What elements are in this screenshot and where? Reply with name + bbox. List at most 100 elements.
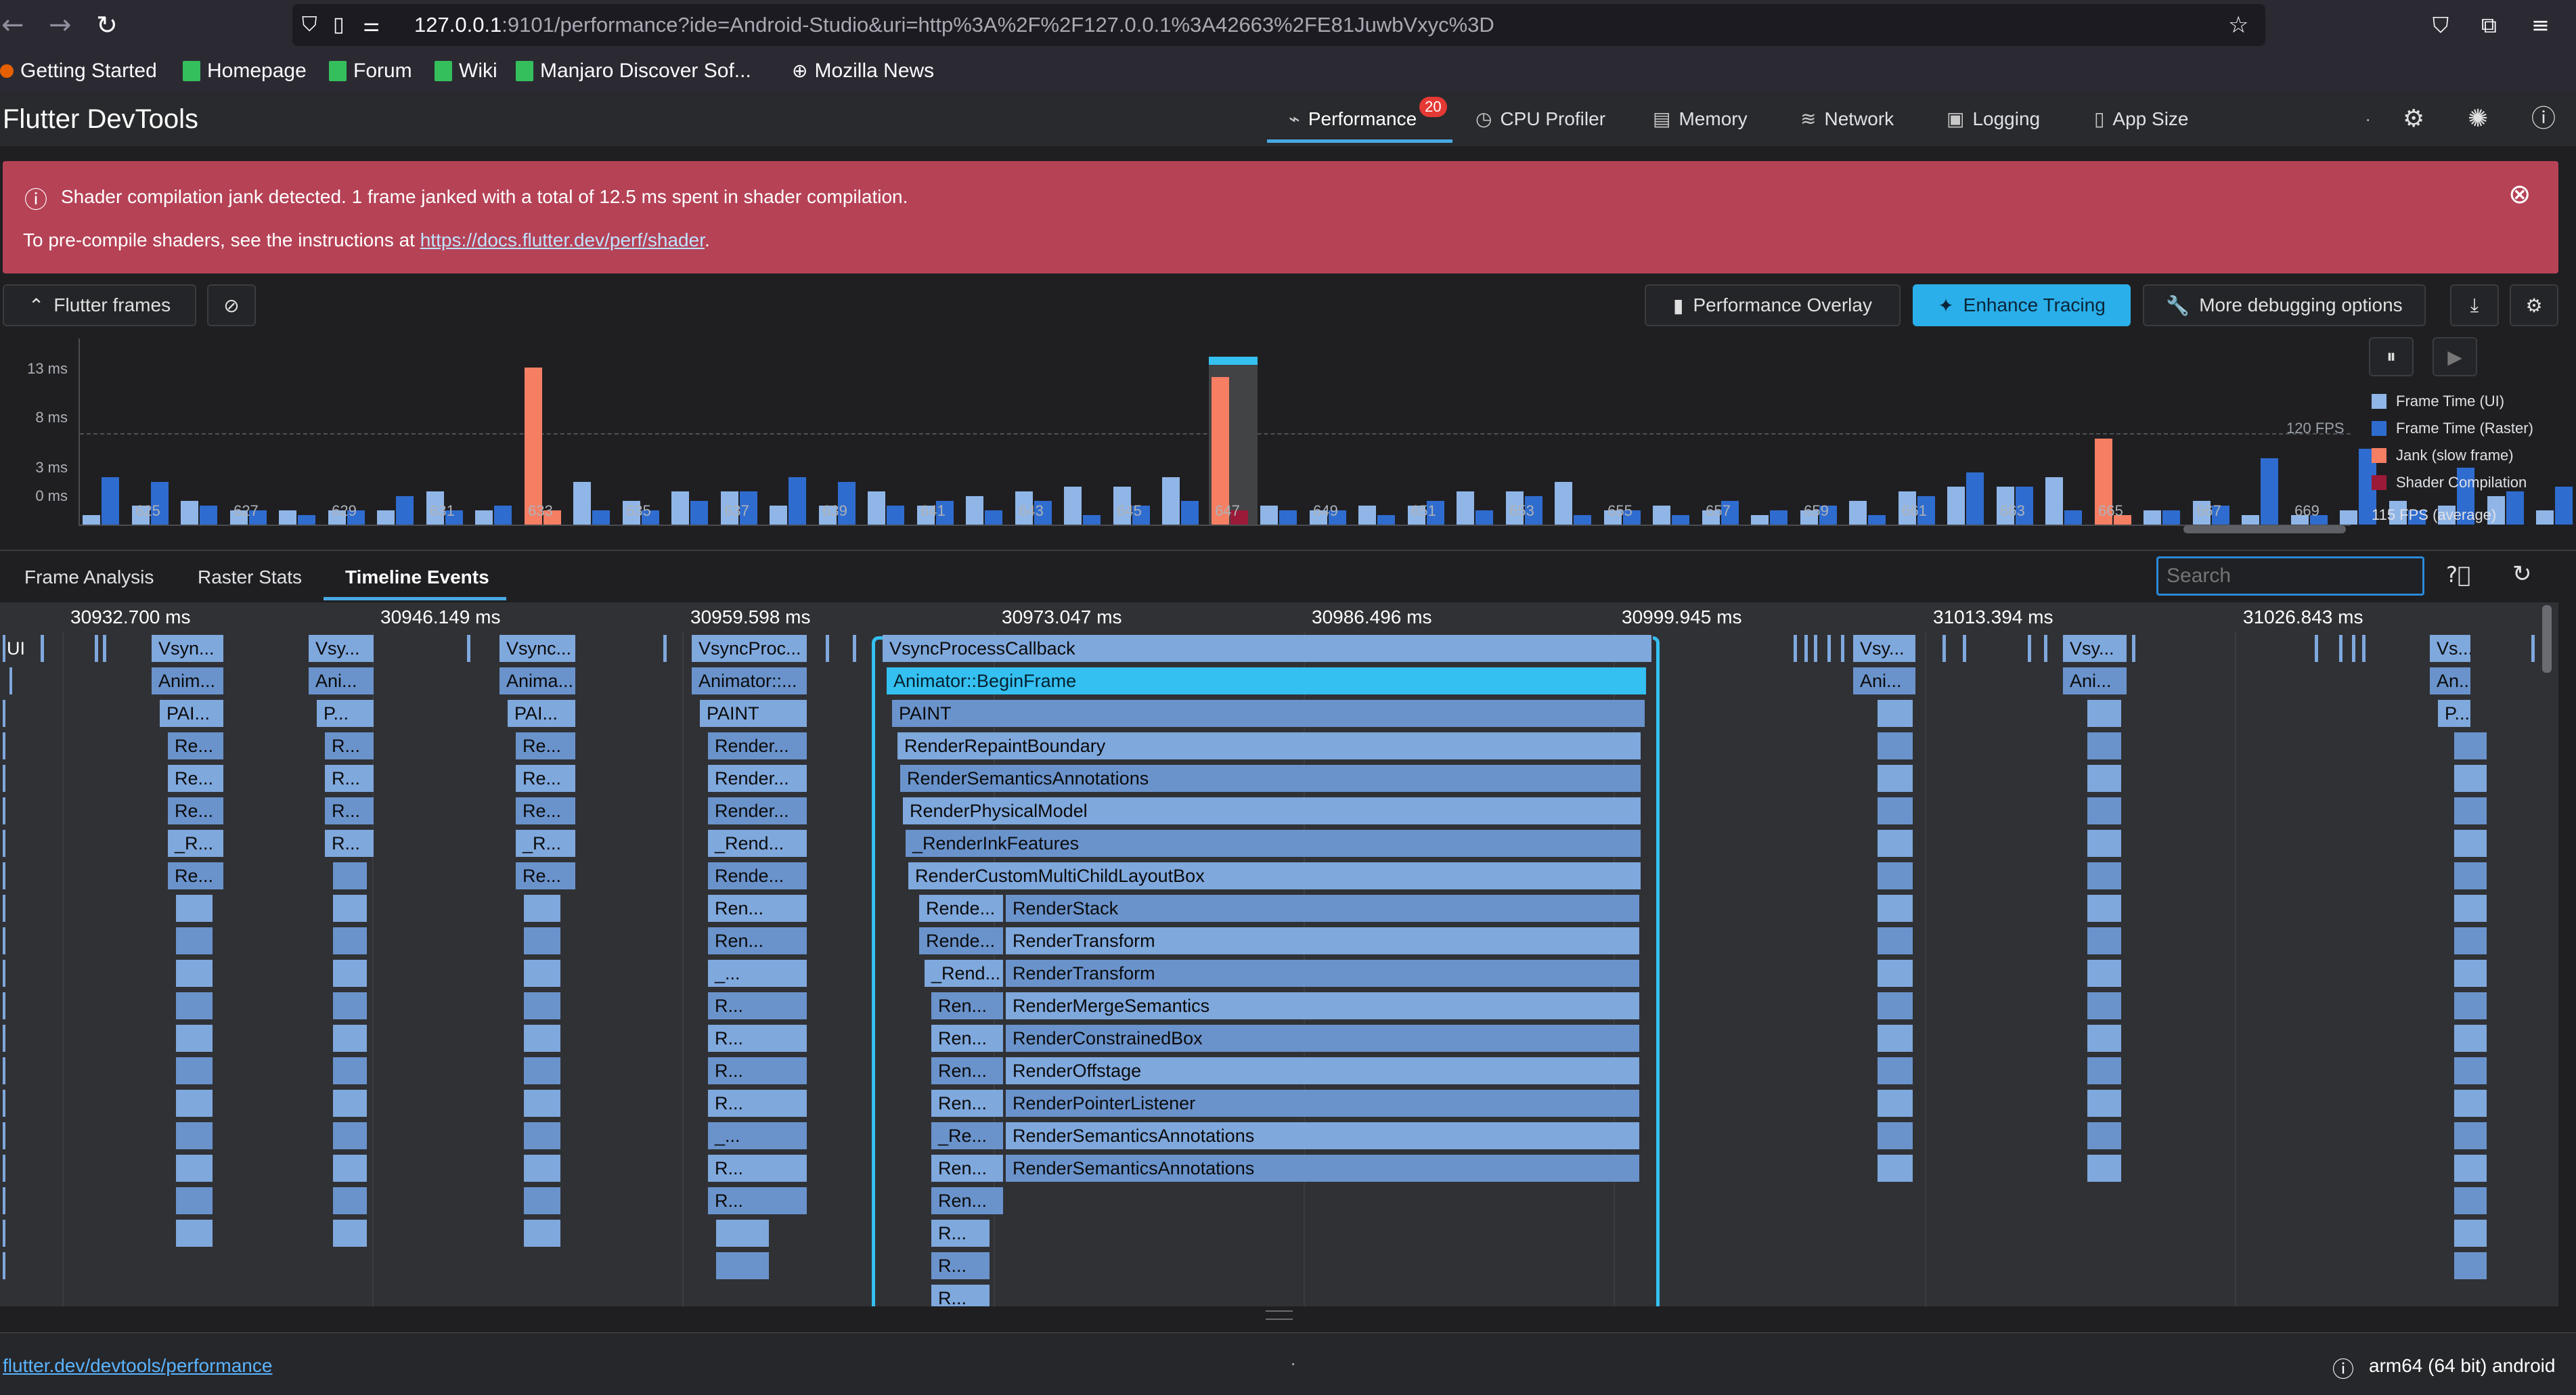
raster-bar[interactable] — [494, 505, 512, 525]
timeline-event[interactable]: Ren... — [708, 927, 808, 954]
timeline-event[interactable]: R... — [325, 732, 375, 759]
ui-bar[interactable] — [720, 491, 738, 525]
timeline-event[interactable]: RenderConstrainedBox — [1006, 1025, 1641, 1052]
permissions-icon[interactable]: ⚌ — [363, 14, 380, 36]
timeline-event[interactable]: PAINT — [700, 700, 808, 727]
timeline-event[interactable]: _... — [708, 960, 808, 987]
search-input[interactable] — [2156, 556, 2424, 596]
ui-bar[interactable] — [2438, 505, 2456, 525]
timeline-event[interactable] — [2087, 960, 2123, 987]
frames-chart[interactable]: 120 FPS — [79, 338, 2573, 526]
timeline-event[interactable] — [176, 1220, 214, 1247]
ui-bar[interactable] — [1260, 505, 1278, 525]
timeline-event[interactable]: Re... — [168, 797, 225, 824]
timeline-event[interactable]: R... — [325, 830, 375, 857]
timeline-event[interactable] — [333, 1220, 368, 1247]
timeline-event[interactable]: Vsy... — [1853, 635, 1917, 662]
ui-bar[interactable] — [1457, 491, 1474, 525]
raster-bar[interactable] — [1426, 500, 1444, 525]
timeline-event[interactable] — [1878, 895, 1914, 922]
timeline-event[interactable] — [176, 895, 214, 922]
url-text[interactable]: 127.0.0.1:9101/performance?ide=Android-S… — [414, 4, 1494, 46]
help-icon[interactable]: ⓘ — [2531, 105, 2556, 133]
timeline-event[interactable] — [333, 1025, 368, 1052]
timeline-flame-chart[interactable]: 30932.700 ms 30946.149 ms 30959.598 ms 3097… — [0, 602, 2558, 1306]
timeline-event[interactable] — [333, 992, 368, 1019]
timeline-event-sliver[interactable] — [853, 635, 856, 662]
timeline-event-sliver[interactable] — [3, 1025, 5, 1052]
timeline-event[interactable] — [1878, 1122, 1914, 1149]
timeline-event[interactable] — [524, 1155, 562, 1182]
ui-bar[interactable] — [328, 510, 346, 525]
ui-bar[interactable] — [2487, 495, 2505, 525]
raster-bar[interactable] — [1720, 500, 1739, 525]
timeline-event[interactable] — [1878, 862, 1914, 889]
timeline-event[interactable]: An... — [2430, 667, 2472, 694]
timeline-event[interactable]: _R... — [516, 830, 577, 857]
timeline-event[interactable] — [2454, 1252, 2488, 1279]
timeline-event[interactable] — [2454, 732, 2488, 759]
raster-bar[interactable] — [2211, 505, 2229, 525]
timeline-event[interactable] — [1878, 830, 1914, 857]
timeline-event-sliver[interactable] — [3, 732, 5, 759]
raster-bar[interactable] — [690, 500, 708, 525]
timeline-event-sliver[interactable] — [1841, 635, 1844, 662]
timeline-event-sliver[interactable] — [3, 895, 5, 922]
shield-icon[interactable]: ⛉ — [302, 13, 317, 37]
settings-gear-icon[interactable]: ⚙ — [2403, 105, 2425, 133]
timeline-event[interactable]: Ani... — [309, 667, 375, 694]
chart-scrollbar[interactable] — [2183, 525, 2346, 533]
timeline-event[interactable]: RenderTransform — [1006, 927, 1641, 954]
timeline-event[interactable]: RenderSemanticsAnnotations — [1006, 1155, 1641, 1182]
raster-bar[interactable] — [396, 495, 414, 525]
ui-bar[interactable] — [181, 500, 198, 525]
ui-bar[interactable] — [131, 505, 150, 525]
timeline-event[interactable] — [333, 1155, 368, 1182]
ui-bar[interactable] — [1849, 500, 1867, 525]
resume-button[interactable]: ▶ — [2433, 337, 2477, 376]
timeline-event[interactable] — [2454, 960, 2488, 987]
raster-bar[interactable] — [1622, 510, 1641, 525]
timeline-event[interactable]: Re... — [168, 862, 225, 889]
timeline-event[interactable] — [1878, 700, 1914, 727]
timeline-event[interactable]: VsyncProcessCallback — [883, 635, 1653, 662]
timeline-event[interactable]: R... — [708, 1025, 808, 1052]
tab-timeline-events[interactable]: Timeline Events — [345, 567, 489, 588]
timeline-event[interactable] — [333, 1057, 368, 1084]
timeline-event-sliver[interactable] — [3, 1090, 5, 1117]
timeline-event[interactable] — [524, 992, 562, 1019]
raster-bar[interactable] — [248, 510, 267, 525]
timeline-event[interactable] — [333, 862, 368, 889]
timeline-event[interactable] — [2454, 1155, 2488, 1182]
ui-bar[interactable] — [1505, 491, 1524, 525]
forward-icon[interactable]: → — [49, 9, 72, 41]
timeline-event[interactable] — [2087, 700, 2123, 727]
timeline-event[interactable] — [1878, 992, 1914, 1019]
ui-bar[interactable] — [2045, 477, 2063, 525]
jank-bar[interactable] — [1211, 377, 1229, 525]
bookmark-wiki[interactable]: Wiki — [435, 54, 497, 88]
timeline-scrollbar[interactable] — [2542, 605, 2552, 673]
shader-docs-link[interactable]: https://docs.flutter.dev/perf/shader — [420, 229, 705, 250]
raster-bar[interactable] — [347, 510, 365, 525]
timeline-event[interactable] — [2454, 1090, 2488, 1117]
raster-bar[interactable] — [1672, 514, 1689, 525]
timeline-event-sliver[interactable] — [2531, 635, 2535, 662]
timeline-event[interactable] — [1878, 960, 1914, 987]
timeline-event[interactable] — [176, 1025, 214, 1052]
timeline-event[interactable] — [176, 992, 214, 1019]
ui-bar[interactable] — [279, 510, 296, 525]
timeline-event[interactable] — [2454, 765, 2488, 792]
raster-bar[interactable] — [887, 505, 904, 525]
timeline-event[interactable] — [524, 1025, 562, 1052]
timeline-event[interactable] — [2087, 830, 2123, 857]
timeline-event[interactable] — [524, 1122, 562, 1149]
timeline-event[interactable]: _... — [708, 1122, 808, 1149]
timeline-event[interactable]: Re... — [168, 732, 225, 759]
ui-bar[interactable] — [1555, 481, 1572, 525]
timeline-event-sliver[interactable] — [2044, 635, 2047, 662]
timeline-event[interactable] — [524, 895, 562, 922]
raster-bar[interactable] — [739, 491, 757, 525]
timeline-event[interactable] — [2087, 927, 2123, 954]
raster-bar[interactable] — [445, 510, 463, 525]
